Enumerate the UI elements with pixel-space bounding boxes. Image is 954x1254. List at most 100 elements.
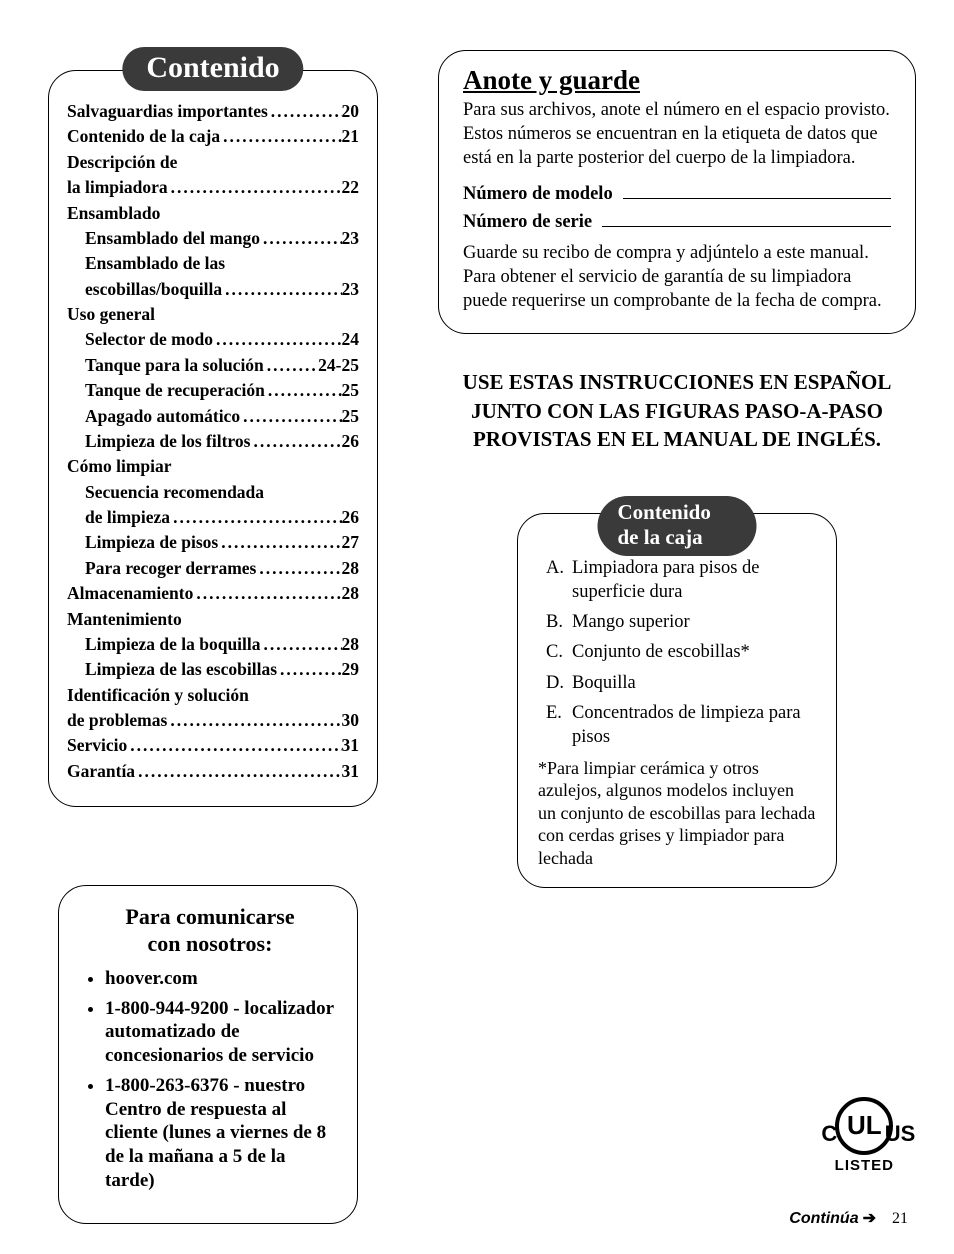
caja-wrap: Contenido de la caja A.Limpiadora para p…	[438, 513, 916, 888]
toc-section-label: Ensamblado de las	[85, 251, 359, 276]
toc-leader-dots	[261, 632, 342, 657]
ul-listed-logo: C UL US LISTED	[835, 1097, 894, 1174]
toc-entry-label: Selector de modo	[85, 327, 213, 352]
contact-list: hoover.com1-800-944-9200 - localizador a…	[83, 967, 337, 1193]
caja-item-letter: E.	[546, 701, 572, 749]
toc-entry-page: 31	[342, 759, 360, 784]
toc-list: Salvaguardias importantes20Contenido de …	[67, 99, 359, 784]
toc-entry-label: de limpieza	[85, 505, 170, 530]
toc-entry: Limpieza de pisos 27	[85, 530, 359, 555]
toc-entry-label: Servicio	[67, 733, 127, 758]
toc-entry-page: 24	[342, 327, 360, 352]
toc-entry-page: 24-25	[318, 353, 359, 378]
toc-entry: de problemas 30	[67, 708, 359, 733]
caja-item-letter: B.	[546, 610, 572, 634]
instructions-note: USE ESTAS INSTRUCCIONES EN ESPAÑOL JUNTO…	[438, 368, 916, 453]
caja-item-letter: D.	[546, 671, 572, 695]
toc-leader-dots	[127, 733, 341, 758]
toc-entry-page: 23	[342, 226, 360, 251]
toc-leader-dots	[250, 429, 341, 454]
caja-item-text: Mango superior	[572, 610, 690, 634]
ul-text: UL	[847, 1114, 882, 1137]
serial-number-field: Número de serie	[463, 209, 891, 234]
toc-section-label: Secuencia recomendada	[85, 480, 359, 505]
toc-entry-label: Garantía	[67, 759, 135, 784]
toc-entry: Limpieza de los filtros26	[85, 429, 359, 454]
toc-entry-page: 31	[342, 733, 360, 758]
caja-box: Contenido de la caja A.Limpiadora para p…	[517, 513, 837, 888]
toc-leader-dots	[268, 99, 342, 124]
left-column: Contenido Salvaguardias importantes20Con…	[48, 50, 378, 1224]
caja-footnote: *Para limpiar cerámica y otros azulejos,…	[538, 757, 816, 870]
toc-entry-label: de problemas	[67, 708, 167, 733]
toc-entry-page: 21	[342, 124, 360, 149]
toc-leader-dots	[213, 327, 342, 352]
toc-entry: de limpieza 26	[85, 505, 359, 530]
toc-section-label: Descripción de	[67, 150, 359, 175]
toc-entry: escobillas/boquilla 23	[85, 277, 359, 302]
toc-leader-dots	[222, 277, 341, 302]
ul-listed-label: LISTED	[835, 1157, 894, 1174]
toc-entry-page: 30	[342, 708, 360, 733]
toc-entry: Tanque para la solución 24-25	[85, 353, 359, 378]
toc-section-label: Ensamblado	[67, 201, 359, 226]
caja-item-text: Concentrados de limpieza para pisos	[572, 701, 816, 749]
toc-entry-label: Salvaguardias importantes	[67, 99, 268, 124]
caja-item: B.Mango superior	[546, 610, 816, 634]
page-footer: Continúa ➔ 21	[789, 1208, 908, 1228]
caja-item: E.Concentrados de limpieza para pisos	[546, 701, 816, 749]
toc-entry-page: 25	[342, 404, 360, 429]
toc-entry-page: 23	[342, 277, 360, 302]
toc-entry-label: Limpieza de las escobillas	[85, 657, 277, 682]
toc-entry: Limpieza de las escobillas29	[85, 657, 359, 682]
page-number: 21	[892, 1210, 908, 1227]
toc-leader-dots	[264, 353, 318, 378]
toc-entry: Salvaguardias importantes 20	[67, 99, 359, 124]
caja-item-text: Boquilla	[572, 671, 636, 695]
contact-item: hoover.com	[105, 967, 337, 991]
toc-entry: Tanque de recuperación25	[85, 378, 359, 403]
ul-c: C	[821, 1121, 837, 1147]
right-column: Anote y guarde Para sus archivos, anote …	[438, 50, 916, 888]
toc-leader-dots	[256, 556, 341, 581]
toc-leader-dots	[218, 530, 341, 555]
caja-title-pill: Contenido de la caja	[598, 496, 757, 556]
toc-section-label: Cómo limpiar	[67, 454, 359, 479]
caja-item-letter: C.	[546, 640, 572, 664]
toc-section-label: Mantenimiento	[67, 607, 359, 632]
toc-leader-dots	[220, 124, 341, 149]
anote-paragraph: Para sus archivos, anote el número en el…	[463, 98, 891, 170]
caja-item-letter: A.	[546, 556, 572, 604]
toc-entry-label: Contenido de la caja	[67, 124, 220, 149]
toc-entry: Contenido de la caja 21	[67, 124, 359, 149]
columns: Contenido Salvaguardias importantes20Con…	[48, 50, 916, 1224]
toc-leader-dots	[168, 175, 342, 200]
ul-us: US	[885, 1121, 916, 1147]
toc-entry-page: 26	[342, 505, 360, 530]
toc-entry: la limpiadora22	[67, 175, 359, 200]
toc-entry-label: escobillas/boquilla	[85, 277, 222, 302]
toc-entry-page: 27	[342, 530, 360, 555]
toc-entry: Garantía 31	[67, 759, 359, 784]
model-number-field: Número de modelo	[463, 180, 891, 205]
toc-entry: Limpieza de la boquilla28	[85, 632, 359, 657]
toc-entry-label: Limpieza de pisos	[85, 530, 218, 555]
toc-leader-dots	[167, 708, 341, 733]
toc-section-label: Identificación y solución	[67, 683, 359, 708]
model-number-label: Número de modelo	[463, 184, 613, 205]
toc-entry-page: 26	[342, 429, 360, 454]
serial-number-line[interactable]	[602, 209, 891, 228]
page: Contenido Salvaguardias importantes20Con…	[0, 0, 954, 1254]
toc-entry-label: Apagado automático	[85, 404, 240, 429]
toc-entry-page: 22	[342, 175, 360, 200]
contact-item: 1-800-263-6376 - nuestro Centro de respu…	[105, 1074, 337, 1193]
anote-paragraph-2: Guarde su recibo de compra y adjúntelo a…	[463, 241, 891, 313]
contact-box: Para comunicarse con nosotros: hoover.co…	[58, 885, 358, 1224]
toc-entry-page: 20	[342, 99, 360, 124]
toc-entry: Servicio 31	[67, 733, 359, 758]
ul-circle-icon: C UL US	[835, 1097, 893, 1155]
contact-title: Para comunicarse con nosotros:	[83, 904, 337, 957]
toc-entry-label: Tanque para la solución	[85, 353, 264, 378]
toc-entry-page: 28	[342, 581, 360, 606]
model-number-line[interactable]	[623, 180, 891, 199]
